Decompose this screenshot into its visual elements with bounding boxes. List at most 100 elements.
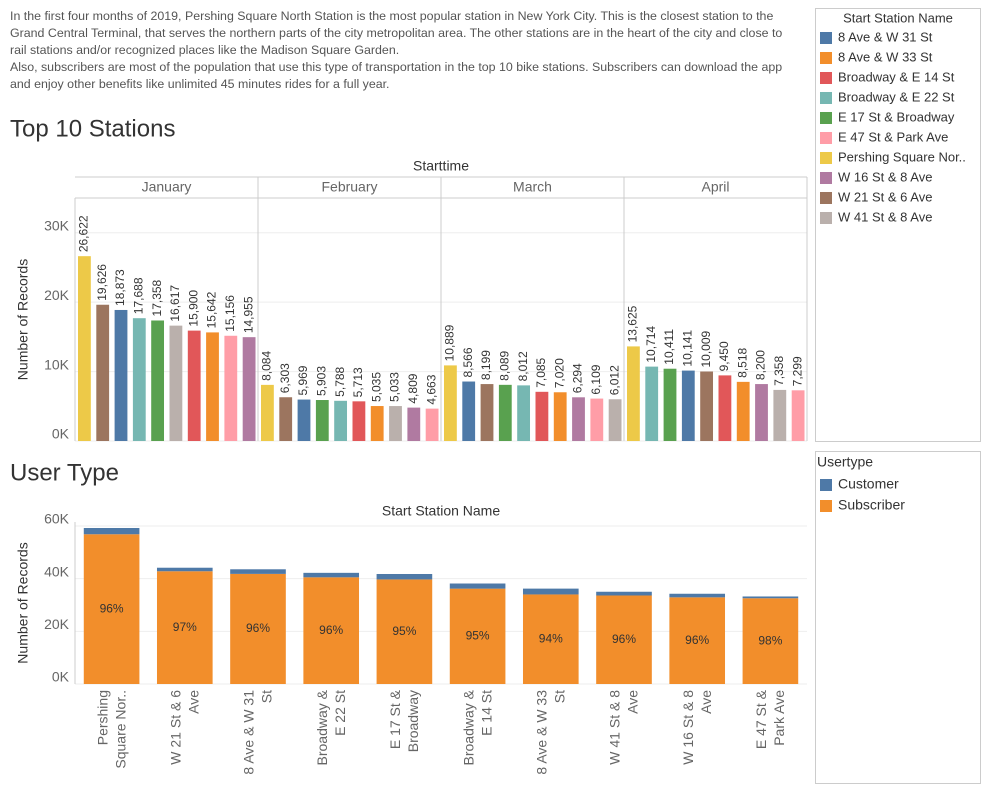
paragraph: In the first four months of 2019, Pershi… xyxy=(10,9,783,57)
bar-segment xyxy=(303,572,360,578)
x-tick-label: W 41 St & 8 xyxy=(607,690,623,765)
legend-label: E 17 St & Broadway xyxy=(838,109,955,124)
bar-segment xyxy=(742,596,799,599)
panel-label: January xyxy=(142,179,192,195)
y-tick-label: 30K xyxy=(44,217,70,233)
legend-swatch xyxy=(820,52,832,64)
bar xyxy=(151,320,165,441)
value-label: 4,663 xyxy=(424,374,438,404)
panel-label: April xyxy=(701,179,729,195)
bar-segment xyxy=(742,598,799,684)
bar-segment xyxy=(522,588,579,595)
bar xyxy=(627,346,640,441)
value-label: 9,450 xyxy=(717,341,731,371)
x-tick-label: Park Ave xyxy=(771,690,787,746)
value-label: 6,109 xyxy=(589,364,603,394)
bar-segment xyxy=(230,569,286,574)
value-label: 26,622 xyxy=(77,215,91,252)
bar xyxy=(572,397,585,441)
panel-label: February xyxy=(321,179,377,195)
legend-swatch xyxy=(820,132,832,144)
chart-title: User Type xyxy=(10,459,119,486)
legend-swatch xyxy=(820,152,832,164)
value-label: 8,200 xyxy=(754,350,768,380)
bar xyxy=(169,325,183,441)
value-label: 8,566 xyxy=(461,347,475,377)
bar xyxy=(681,370,695,441)
bar-segment xyxy=(449,583,506,589)
legend-label: 8 Ave & W 31 St xyxy=(838,29,933,44)
x-tick-label: Square Nor.. xyxy=(112,690,128,769)
legend-label: E 47 St & Park Ave xyxy=(838,129,948,144)
value-label: 7,085 xyxy=(534,357,548,387)
bar xyxy=(553,392,567,441)
legend-swatch xyxy=(820,172,832,184)
value-label: 10,009 xyxy=(699,330,713,367)
legend-title: Usertype xyxy=(817,454,873,470)
x-tick-label: St xyxy=(552,690,568,703)
share-label: 96% xyxy=(246,621,270,635)
value-label: 10,411 xyxy=(662,329,676,365)
bar xyxy=(132,318,146,441)
legend-swatch xyxy=(820,92,832,104)
legend-swatch xyxy=(820,72,832,84)
value-label: 5,713 xyxy=(351,367,365,397)
bar xyxy=(352,401,366,441)
value-label: 18,873 xyxy=(113,269,127,306)
share-label: 96% xyxy=(100,601,124,615)
y-tick-label: 60K xyxy=(44,511,70,527)
bar xyxy=(315,400,329,441)
bar-segment xyxy=(449,588,506,684)
share-label: 95% xyxy=(392,624,416,638)
value-label: 14,955 xyxy=(241,296,255,333)
value-label: 8,518 xyxy=(735,348,749,378)
legend-label: Subscriber xyxy=(838,497,905,513)
value-label: 19,626 xyxy=(95,264,109,301)
x-tick-label: 8 Ave & W 33 xyxy=(534,690,550,775)
y-tick-label: 20K xyxy=(44,287,70,303)
value-label: 4,809 xyxy=(406,373,420,403)
bar-segment xyxy=(596,595,652,684)
bar-segment xyxy=(83,528,140,535)
share-label: 96% xyxy=(612,632,636,646)
value-label: 10,714 xyxy=(644,326,658,363)
legend-box xyxy=(815,451,981,784)
value-label: 17,688 xyxy=(131,277,145,314)
x-tick-label: Ave xyxy=(625,690,641,714)
bar xyxy=(663,368,677,441)
bar xyxy=(462,381,476,441)
value-label: 8,012 xyxy=(516,351,530,381)
value-label: 16,617 xyxy=(168,285,182,322)
bar xyxy=(718,375,732,441)
value-label: 7,358 xyxy=(772,356,786,386)
share-label: 95% xyxy=(466,628,490,642)
x-tick-label: 8 Ave & W 31 xyxy=(241,690,257,775)
bar xyxy=(407,407,421,441)
legend-swatch xyxy=(820,112,832,124)
bar xyxy=(498,384,512,441)
share-label: 96% xyxy=(319,623,343,637)
value-label: 5,035 xyxy=(369,372,383,402)
x-axis-label: Start Station Name xyxy=(382,503,500,519)
y-tick-label: 10K xyxy=(44,356,70,372)
value-label: 10,889 xyxy=(443,324,457,361)
value-label: 6,303 xyxy=(278,363,292,393)
legend-label: W 16 St & 8 Ave xyxy=(838,169,932,184)
x-tick-label: St xyxy=(259,690,275,703)
bar xyxy=(389,406,402,441)
bar-segment xyxy=(669,593,726,598)
share-label: 94% xyxy=(539,631,563,645)
bar xyxy=(590,398,604,441)
bar xyxy=(78,256,91,441)
value-label: 13,625 xyxy=(626,305,640,342)
value-label: 5,969 xyxy=(296,365,310,395)
bar xyxy=(334,400,348,441)
bar xyxy=(242,337,256,441)
value-label: 5,033 xyxy=(388,372,402,402)
legend-swatch xyxy=(820,212,832,224)
share-label: 98% xyxy=(758,633,782,647)
value-label: 5,903 xyxy=(314,366,328,396)
share-label: 97% xyxy=(173,620,197,634)
